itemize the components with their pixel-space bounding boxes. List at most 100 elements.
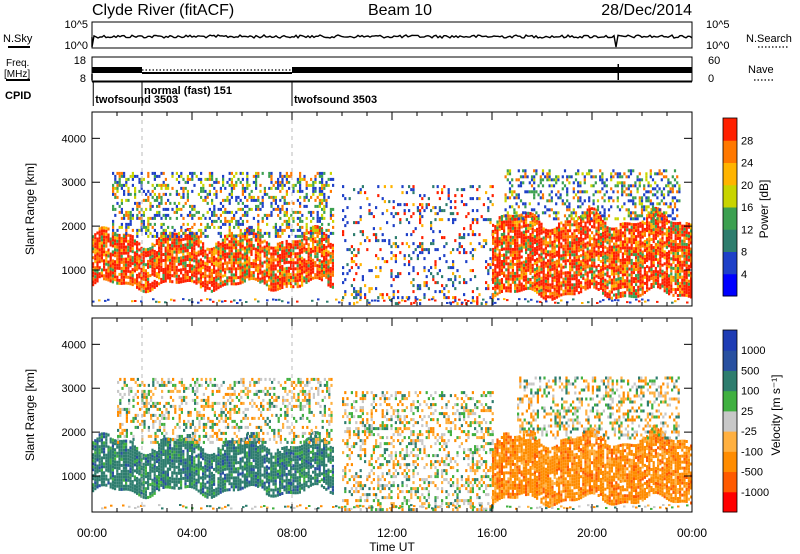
echo-cell [541,184,545,188]
echo-cell [498,216,501,220]
echo-cell [454,299,457,303]
echo-cell [156,213,159,217]
echo-cell [540,222,543,226]
echo-cell [103,277,106,281]
echo-cell [648,239,651,243]
echo-cell [584,263,587,267]
echo-cell [672,251,675,255]
echo-cell [180,268,183,272]
echo-cell [516,256,519,260]
echo-cell [654,230,657,234]
echo-cell [564,274,567,278]
echo-cell [178,207,181,211]
echo-cell [412,278,415,282]
echo-cell [151,248,154,252]
echo-cell [318,238,321,241]
echo-cell [654,251,657,255]
echo-cell [615,284,618,288]
echo-cell [419,194,422,198]
echo-cell [173,265,176,269]
echo-cell [274,282,277,286]
echo-cell [517,217,520,221]
echo-cell [248,241,251,245]
echo-cell [177,238,180,242]
echo-cell [533,283,536,287]
echo-cell [423,248,426,252]
echo-cell [160,234,163,238]
echo-cell [193,256,196,260]
echo-cell [386,293,389,297]
echo-cell [500,281,503,284]
echo-cell [281,250,284,253]
echo-cell [208,177,211,181]
echo-cell [144,248,147,252]
echo-cell [496,274,499,278]
echo-cell [189,213,192,217]
echo-cell [342,209,345,213]
echo-cell [681,260,684,264]
echo-cell [257,263,260,267]
echo-cell [230,180,233,184]
echo-cell [233,174,236,178]
echo-cell [131,259,134,263]
echo-cell [474,248,477,252]
echo-cell [690,286,693,290]
echo-cell [272,264,275,268]
echo-cell [597,219,600,222]
echo-cell [239,239,242,243]
echo-cell [582,237,585,241]
echo-cell [558,234,561,238]
echo-cell [525,236,528,240]
echo-cell [681,293,684,297]
echo-cell [206,192,209,196]
echo-cell [316,210,319,214]
echo-cell [252,198,255,202]
echo-cell [672,230,675,234]
echo-cell [558,291,561,295]
echo-cell [239,233,242,237]
echo-cell [661,269,664,273]
echo-cell [180,195,183,199]
echo-cell [599,280,602,284]
echo-cell [232,264,235,268]
echo-cell [246,260,249,264]
echo-cell [392,206,395,210]
echo-cell [580,227,583,231]
echo-cell [298,254,301,258]
echo-cell [279,262,282,266]
echo-cell [602,291,605,295]
echo-cell [518,274,521,278]
echo-cell [496,238,499,242]
echo-cell [520,219,523,223]
echo-cell [292,279,295,283]
echo-cell [279,253,282,257]
echo-cell [116,281,119,285]
echo-cell [241,177,244,181]
echo-cell [133,251,136,255]
echo-cell [474,218,477,222]
echo-cell [690,292,693,296]
echo-cell [118,242,121,246]
echo-cell [312,276,315,280]
echo-cell [206,259,209,263]
echo-cell [536,236,539,240]
echo-cell [175,232,178,236]
echo-cell [279,171,282,175]
echo-cell [164,192,167,196]
echo-cell [184,270,187,274]
echo-cell [281,283,284,286]
echo-cell [281,228,284,232]
echo-cell [515,193,518,197]
echo-cell [659,226,662,230]
echo-cell [171,259,174,263]
echo-cell [584,233,587,237]
echo-cell [663,286,666,290]
echo-cell [608,236,611,240]
echo-cell [217,277,220,281]
echo-cell [595,226,598,230]
echo-cell [547,232,550,236]
echo-cell [533,262,536,266]
echo-cell [617,277,620,281]
echo-cell [202,263,205,267]
echo-cell [310,195,313,199]
